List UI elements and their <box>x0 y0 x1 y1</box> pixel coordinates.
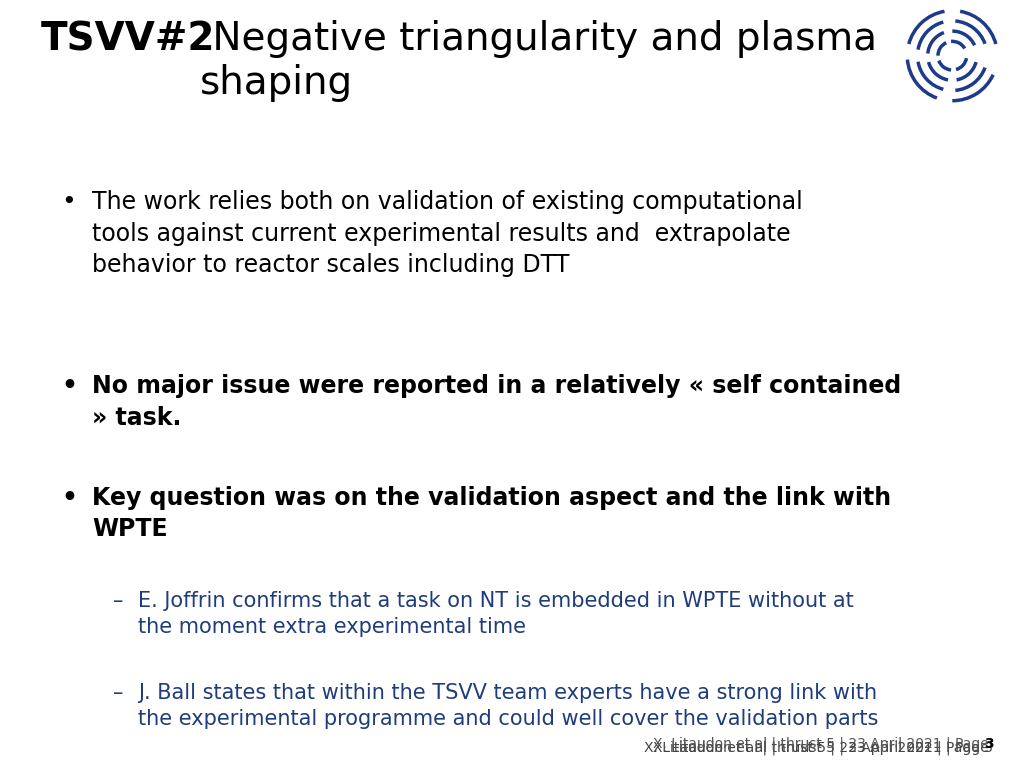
Text: X. Litaudon et al | thrust 5 | 23 April 2021 | Page: X. Litaudon et al | thrust 5 | 23 April … <box>653 740 993 755</box>
Text: X. Litaudon et al | thrust 5 | 23 April 2021 | Page: X. Litaudon et al | thrust 5 | 23 April … <box>653 740 993 755</box>
Text: •: • <box>61 485 78 510</box>
Text: •: • <box>61 190 76 214</box>
Text: The work relies both on validation of existing computational
tools against curre: The work relies both on validation of ex… <box>92 190 803 277</box>
Text: –: – <box>113 591 123 611</box>
Text: 3: 3 <box>984 737 993 751</box>
Text: E. Joffrin confirms that a task on NT is embedded in WPTE without at
the moment : E. Joffrin confirms that a task on NT is… <box>138 591 854 637</box>
Text: X. Litaudon et al | thrust 5 | 23 April 2021 | Page: X. Litaudon et al | thrust 5 | 23 April … <box>653 737 993 751</box>
Text: TSVV#2: TSVV#2 <box>41 20 215 58</box>
Text: –: – <box>113 683 123 703</box>
Text: J. Ball states that within the TSVV team experts have a strong link with
the exp: J. Ball states that within the TSVV team… <box>138 683 879 729</box>
Text: X. Litaudon et al | thrust 5 | 23 April 2021 | Page 3: X. Litaudon et al | thrust 5 | 23 April … <box>644 740 993 755</box>
Text: Negative triangularity and plasma
shaping: Negative triangularity and plasma shapin… <box>200 20 877 102</box>
Text: No major issue were reported in a relatively « self contained
» task.: No major issue were reported in a relati… <box>92 374 901 429</box>
Text: •: • <box>61 374 78 398</box>
Text: Key question was on the validation aspect and the link with
WPTE: Key question was on the validation aspec… <box>92 485 891 541</box>
